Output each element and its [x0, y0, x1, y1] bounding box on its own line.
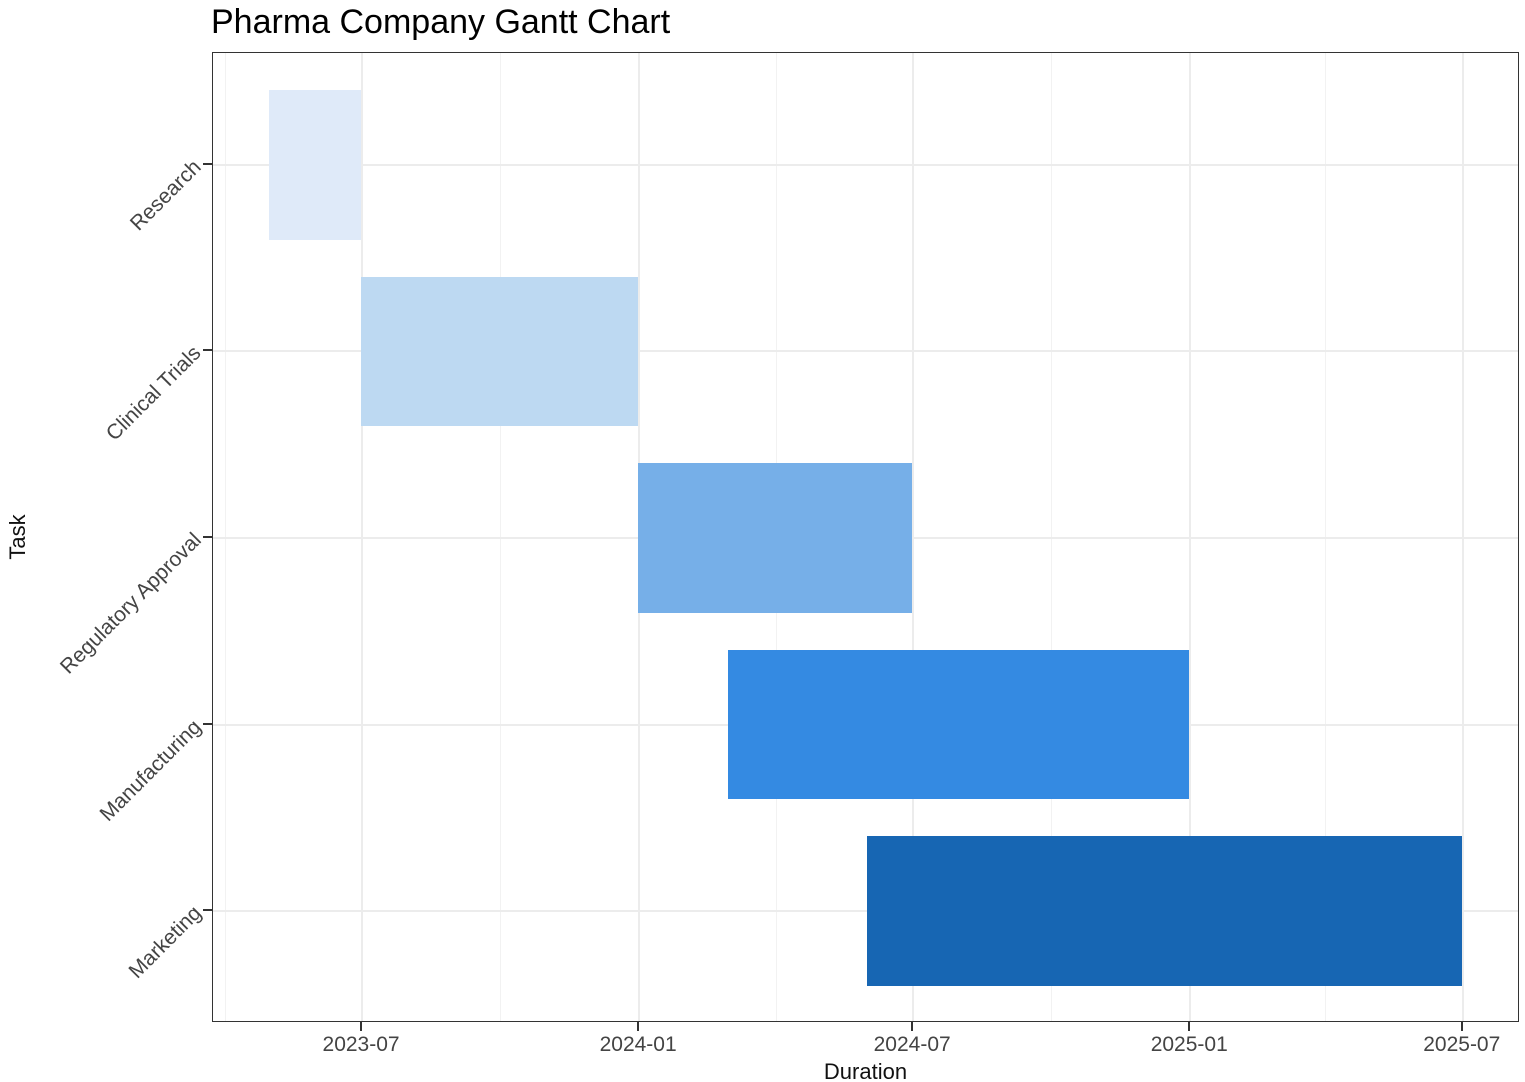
x-tick-label: 2024-01	[599, 1033, 677, 1056]
y-axis-tick	[203, 536, 212, 538]
gantt-bar	[728, 649, 1190, 800]
gridline-horizontal-major	[213, 910, 1518, 913]
x-tick-label: 2025-01	[1150, 1033, 1228, 1056]
gantt-bar	[867, 836, 1462, 986]
y-axis-tick	[203, 722, 212, 725]
x-axis-tick	[637, 1022, 640, 1031]
y-tick-label: Clinical Trials	[102, 341, 206, 446]
y-tick-label: Manufacturing	[95, 715, 206, 826]
chart-title: Pharma Company Gantt Chart	[211, 3, 671, 41]
x-axis-tick	[360, 1022, 363, 1031]
gantt-bar	[269, 90, 362, 240]
x-tick-label: 2024-07	[873, 1033, 951, 1056]
gridline-horizontal-major	[213, 163, 1518, 166]
y-axis-tick	[203, 349, 212, 352]
y-axis-title: Task	[5, 514, 30, 560]
x-axis-tick	[1460, 1022, 1463, 1031]
y-axis-tick	[203, 909, 212, 912]
plot-panel	[212, 52, 1519, 1022]
x-tick-label: 2025-07	[1423, 1033, 1501, 1056]
x-axis-tick	[1188, 1022, 1191, 1031]
x-tick-label: 2023-07	[322, 1033, 400, 1056]
y-axis-tick	[203, 162, 212, 165]
gantt-bar	[638, 463, 913, 613]
gridline-horizontal-major	[213, 350, 1518, 353]
y-tick-label: Regulatory Approval	[55, 528, 206, 679]
x-axis-tick	[911, 1022, 914, 1031]
gantt-bar	[361, 276, 639, 427]
x-axis-title: Duration	[823, 1059, 908, 1082]
y-tick-label: Research	[125, 155, 206, 236]
y-tick-label: Marketing	[124, 901, 206, 984]
